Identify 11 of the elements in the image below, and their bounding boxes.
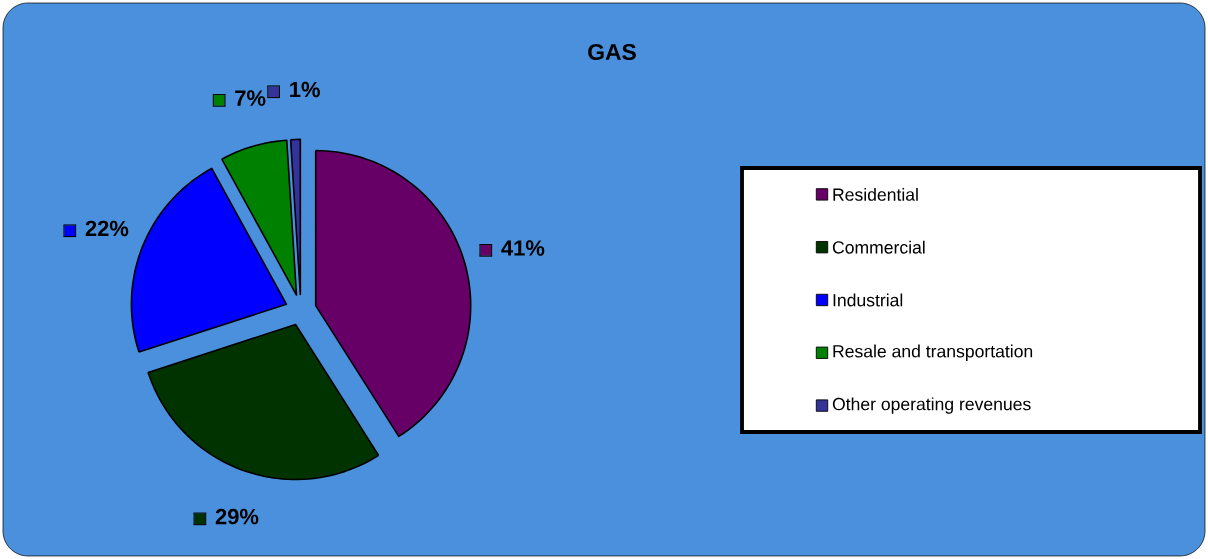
data-label: 41% (501, 240, 545, 256)
data-label: 7% (235, 90, 266, 106)
data-label: 1% (290, 81, 320, 98)
legend-label: Commercial (832, 240, 925, 254)
data-label: 22% (85, 220, 129, 237)
legend-label: Industrial (833, 293, 903, 307)
data-label: 29% (215, 508, 259, 525)
legend-label: Resale and transportation (833, 344, 1033, 361)
chart-title: GAS (588, 43, 636, 61)
legend-label: Other operating revenues (832, 397, 1031, 414)
legend-label: Residential (833, 187, 918, 201)
